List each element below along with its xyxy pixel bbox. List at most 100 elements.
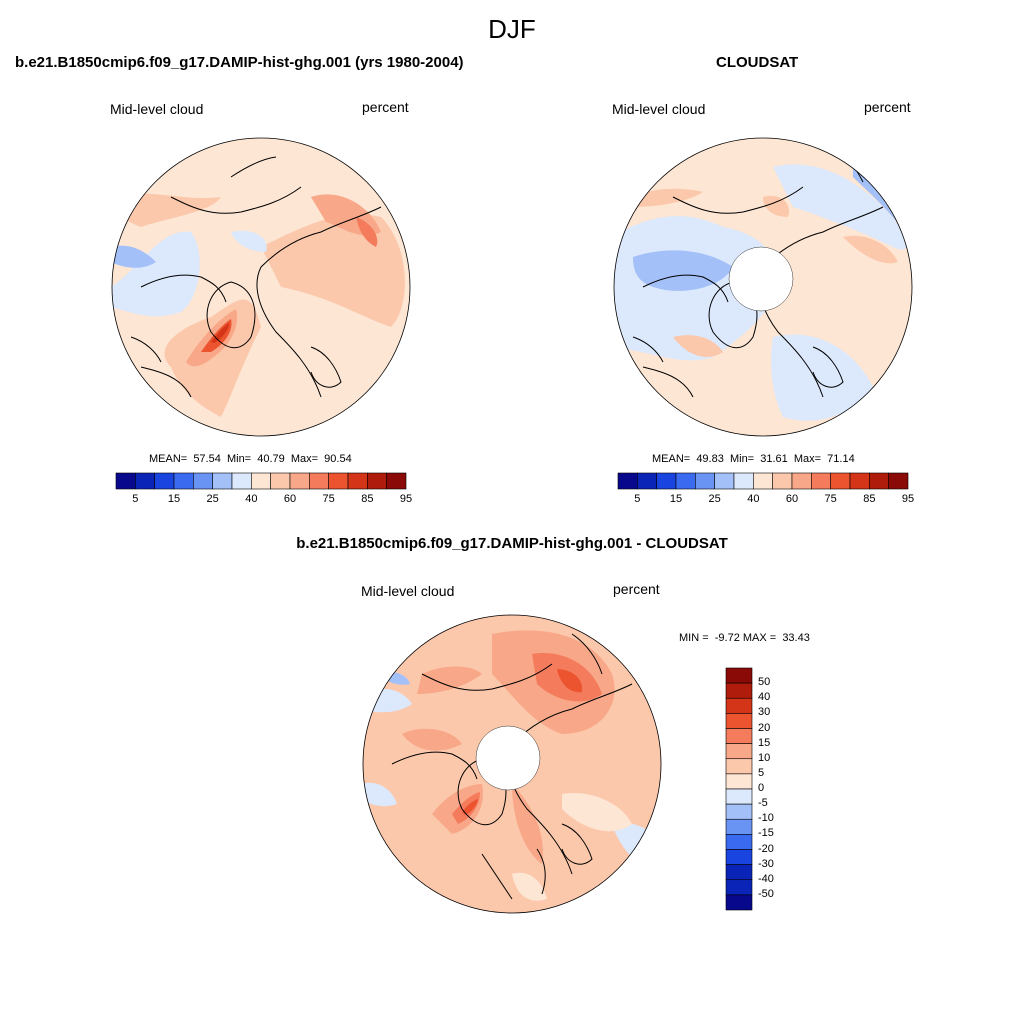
colorbar-swatch: [725, 803, 753, 820]
colorbar-swatch: [849, 472, 870, 490]
colorbar-tick-label: -5: [758, 797, 768, 810]
colorbar-tick-label: 75: [824, 493, 837, 505]
colorbar-tick-label: 95: [399, 493, 413, 505]
panel3-colorbar: [725, 667, 753, 911]
colorbar-swatch: [212, 472, 233, 490]
colorbar-swatch: [888, 472, 909, 490]
panel1-low-cloud-region: [112, 231, 200, 317]
panel1-coastlines: [130, 156, 382, 398]
colorbar-tick-label: 15: [167, 493, 181, 505]
colorbar-tick-label: -40: [758, 872, 774, 885]
colorbar-tick-label: 40: [747, 493, 760, 505]
colorbar-swatch: [869, 472, 889, 490]
colorbar-swatch: [328, 472, 349, 490]
colorbar-tick-label: 5: [132, 493, 139, 505]
colorbar-swatch: [231, 472, 252, 490]
colorbar-swatch: [725, 788, 753, 805]
colorbar-tick-label: 0: [758, 782, 765, 794]
panel3-colorbar-labels: 50 40 30 20 15 10 5 0 -5 -10 -15 -20 -30 -40 -50: [758, 668, 798, 910]
colorbar-swatch: [347, 472, 368, 490]
colorbar-swatch: [725, 818, 753, 835]
colorbar-swatch: [725, 758, 753, 775]
panel3-polar-hole: [475, 725, 541, 791]
panel1-units-label: percent: [362, 99, 409, 115]
colorbar-swatch: [386, 472, 407, 490]
panel3-map-boundary: [362, 614, 662, 914]
panel2-colorbar-labels: 5 15 25 40 60 75 85 95: [618, 493, 914, 507]
colorbar-tick-label: 5: [634, 493, 641, 505]
panel1-cloud-band-sw: [164, 299, 261, 417]
colorbar-swatch: [367, 472, 387, 490]
panel3-polar-map: [362, 614, 662, 914]
panel2-polar-map: [613, 137, 913, 437]
colorbar-swatch: [811, 472, 831, 490]
colorbar-tick-label: 95: [901, 493, 915, 505]
colorbar-swatch: [725, 773, 753, 790]
panel3-diff-max-greenland: [462, 799, 478, 815]
colorbar-tick-label: 20: [758, 721, 771, 734]
colorbar-tick-label: 40: [758, 691, 771, 704]
colorbar-swatch: [725, 682, 753, 699]
colorbar-tick-label: 75: [322, 493, 335, 505]
colorbar-swatch: [725, 834, 753, 850]
colorbar-tick-label: 10: [758, 751, 771, 764]
colorbar-tick-label: 50: [758, 676, 771, 689]
figure-title: DJF: [488, 14, 536, 44]
colorbar-tick-label: 85: [361, 493, 374, 505]
colorbar-tick-label: 30: [758, 706, 771, 719]
colorbar-swatch: [135, 472, 155, 490]
colorbar-swatch: [753, 472, 773, 490]
colorbar-swatch: [725, 743, 753, 760]
panel1-stats: MEAN= 57.54 Min= 40.79 Max= 90.54: [149, 453, 352, 465]
panel1-colorbar-labels: 5 15 25 40 60 75 85 95: [116, 493, 412, 507]
colorbar-tick-label: -50: [758, 887, 774, 900]
colorbar-swatch: [637, 472, 657, 490]
panel2-stats: MEAN= 49.83 Min= 31.61 Max= 71.14: [652, 453, 855, 465]
colorbar-swatch: [617, 472, 638, 490]
colorbar-swatch: [675, 472, 696, 490]
colorbar-swatch: [725, 728, 753, 744]
panel2-title: CLOUDSAT: [716, 54, 799, 71]
panel2-map-boundary: [613, 137, 913, 437]
panel3-stats: MIN = -9.72 MAX = 33.43: [679, 632, 810, 644]
colorbar-tick-label: -30: [758, 857, 774, 870]
colorbar-swatch: [251, 472, 271, 490]
colorbar-swatch: [714, 472, 735, 490]
colorbar-swatch: [193, 472, 213, 490]
colorbar-swatch: [725, 849, 753, 865]
colorbar-swatch: [725, 697, 753, 714]
colorbar-swatch: [656, 472, 677, 490]
colorbar-swatch: [725, 894, 753, 911]
colorbar-swatch: [115, 472, 136, 490]
colorbar-swatch: [173, 472, 194, 490]
colorbar-tick-label: -10: [758, 812, 774, 825]
panel1-polar-map: [111, 137, 411, 437]
colorbar-swatch: [695, 472, 715, 490]
panel2-units-label: percent: [864, 99, 911, 115]
panel2-variable-label: Mid-level cloud: [612, 101, 706, 117]
colorbar-tick-label: 60: [283, 493, 297, 505]
panel1-cloud-band-greenland: [186, 309, 238, 367]
panel1-map-boundary: [111, 137, 411, 437]
colorbar-tick-label: 5: [758, 766, 765, 779]
panel1-cloud-max-ne: [356, 217, 378, 247]
panel1-colorbar: [115, 472, 407, 490]
colorbar-swatch: [725, 864, 753, 881]
panel3-variable-label: Mid-level cloud: [361, 583, 455, 599]
colorbar-swatch: [772, 472, 793, 490]
panel2-low-cloud-south: [771, 334, 873, 421]
panel1-variable-label: Mid-level cloud: [110, 101, 204, 117]
colorbar-tick-label: 15: [758, 736, 771, 749]
colorbar-tick-label: 40: [245, 493, 258, 505]
colorbar-swatch: [725, 713, 753, 729]
colorbar-swatch: [725, 667, 753, 684]
colorbar-tick-label: 85: [863, 493, 876, 505]
colorbar-swatch: [309, 472, 329, 490]
panel3-title: b.e21.B1850cmip6.f09_g17.DAMIP-hist-ghg.…: [296, 535, 728, 552]
colorbar-swatch: [289, 472, 310, 490]
colorbar-tick-label: 15: [669, 493, 683, 505]
colorbar-swatch: [733, 472, 754, 490]
panel3-units-label: percent: [613, 581, 660, 597]
panel1-title: b.e21.B1850cmip6.f09_g17.DAMIP-hist-ghg.…: [15, 54, 464, 71]
colorbar-tick-label: 60: [785, 493, 799, 505]
